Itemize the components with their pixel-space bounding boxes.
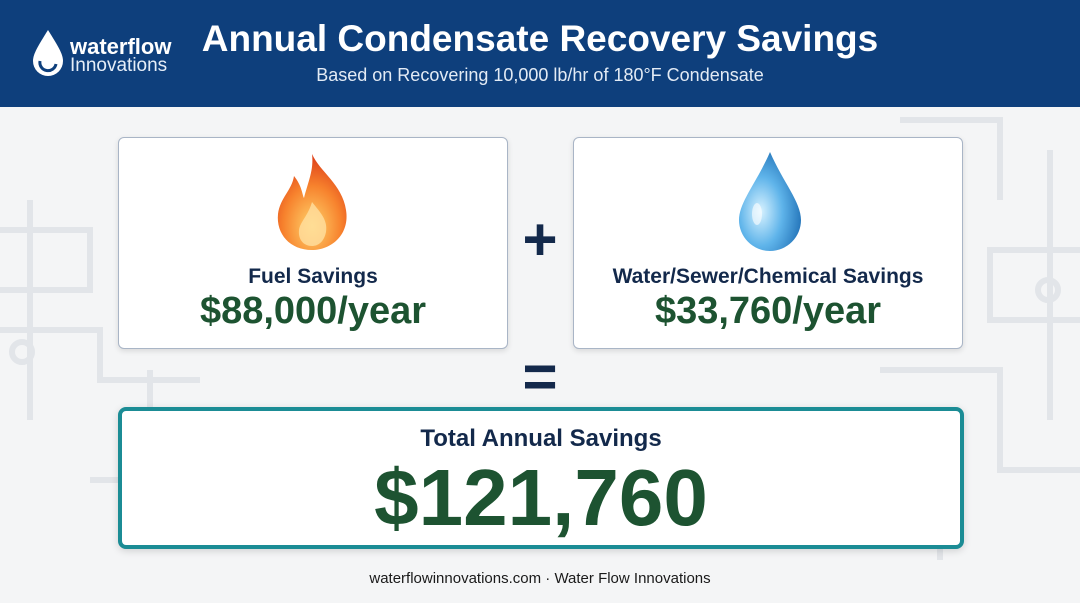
subtitle: Based on Recovering 10,000 lb/hr of 180°… [316,65,764,85]
total-label: Total Annual Savings [420,425,662,452]
logo-icon [33,30,63,76]
total-value: $121,760 [374,453,708,542]
header-bar: waterflow Innovations Annual Condensate … [0,0,1080,107]
card-value: $88,000/year [199,290,427,332]
flame-icon [277,154,347,250]
title: Annual Condensate Recovery Savings [201,18,879,59]
logo-tagline: Innovations [70,55,168,76]
drop-icon [739,152,801,251]
card-value: $33,760/year [654,290,882,332]
footer: waterflowinnovations.com · Water Flow In… [369,570,711,587]
logo-name: waterflow [70,34,172,59]
card-label: Fuel Savings [248,265,378,288]
equals-operator: = [522,343,558,410]
card-label: Water/Sewer/Chemical Savings [612,265,924,288]
total-box [118,407,964,549]
plus-operator: + [522,206,558,273]
